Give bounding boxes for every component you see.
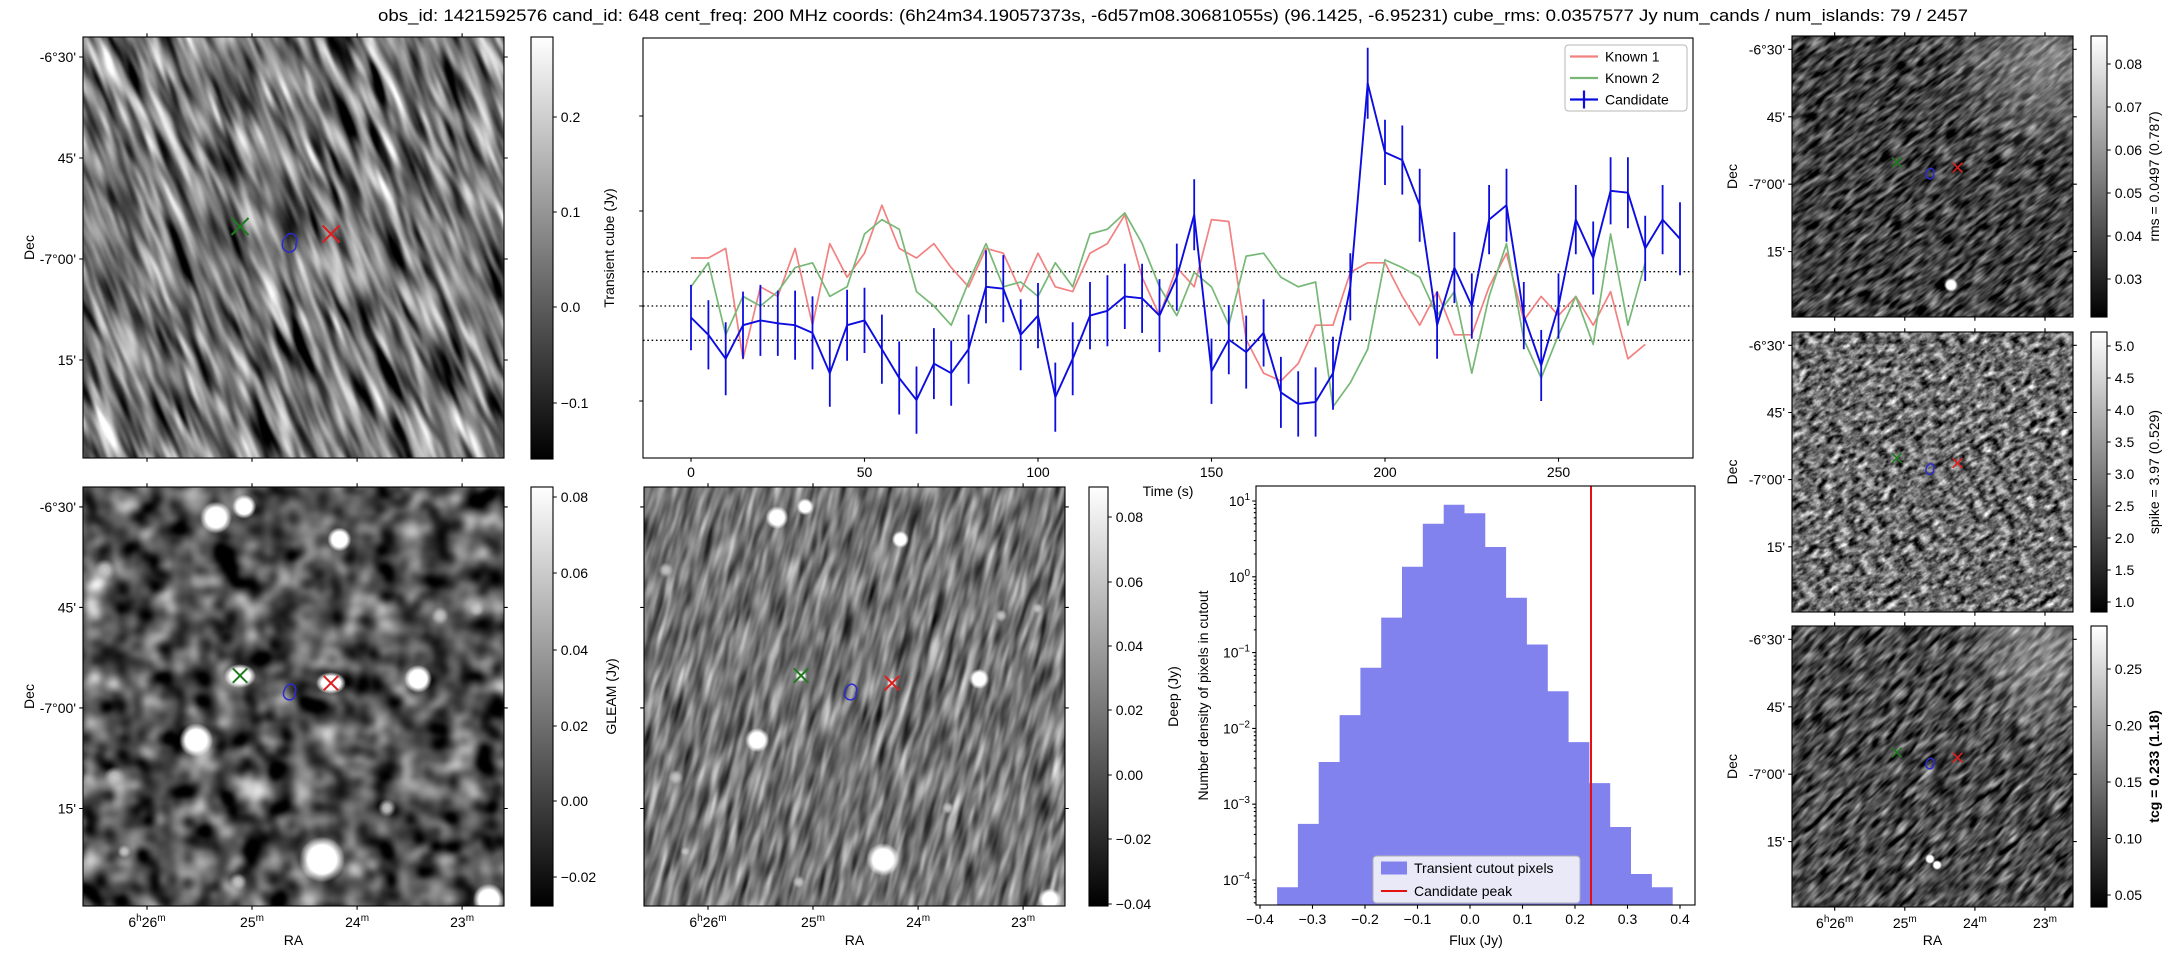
- svg-text:0.2: 0.2: [561, 109, 581, 125]
- svg-text:Candidate peak: Candidate peak: [1414, 883, 1513, 899]
- svg-text:tcg = 0.233 (1.18): tcg = 0.233 (1.18): [2146, 710, 2162, 822]
- svg-text:0.08: 0.08: [561, 489, 588, 505]
- svg-text:Dec: Dec: [21, 235, 37, 260]
- svg-text:1.0: 1.0: [2115, 594, 2135, 610]
- svg-text:RA: RA: [1923, 932, 1943, 948]
- svg-text:0.06: 0.06: [1116, 574, 1143, 590]
- svg-text:0.08: 0.08: [2115, 56, 2142, 72]
- svg-text:45': 45': [58, 150, 76, 166]
- svg-text:GLEAM (Jy): GLEAM (Jy): [603, 658, 619, 734]
- svg-text:0.15: 0.15: [2115, 774, 2142, 790]
- svg-text:4.5: 4.5: [2115, 370, 2135, 386]
- svg-text:0.05: 0.05: [2115, 185, 2142, 201]
- svg-text:0.25: 0.25: [2115, 661, 2142, 677]
- svg-text:Deep (Jy): Deep (Jy): [1165, 666, 1181, 727]
- svg-text:−0.02: −0.02: [561, 869, 597, 885]
- svg-text:0.06: 0.06: [2115, 142, 2142, 158]
- svg-text:0.04: 0.04: [561, 642, 588, 658]
- svg-text:4.0: 4.0: [2115, 402, 2135, 418]
- svg-text:0.4: 0.4: [1670, 911, 1690, 927]
- svg-text:Number density of pixels in cu: Number density of pixels in cutout: [1195, 590, 1211, 800]
- svg-text:-6°30': -6°30': [1749, 337, 1785, 353]
- svg-text:0.1: 0.1: [1513, 911, 1533, 927]
- svg-text:0.0: 0.0: [561, 299, 581, 315]
- svg-text:RA: RA: [845, 932, 865, 948]
- svg-text:Known 1: Known 1: [1605, 49, 1660, 65]
- svg-text:rms = 0.0497 (0.787): rms = 0.0497 (0.787): [2146, 111, 2162, 241]
- svg-text:0.2: 0.2: [1565, 911, 1585, 927]
- svg-text:Dec: Dec: [1724, 164, 1740, 189]
- svg-text:0.3: 0.3: [1618, 911, 1638, 927]
- svg-text:200: 200: [1373, 464, 1397, 480]
- svg-text:-7°00': -7°00': [1749, 766, 1785, 782]
- svg-text:5.0: 5.0: [2115, 338, 2135, 354]
- svg-text:3.5: 3.5: [2115, 434, 2135, 450]
- svg-text:-7°00': -7°00': [40, 700, 76, 716]
- svg-text:-7°00': -7°00': [40, 251, 76, 267]
- svg-text:−0.4: −0.4: [1246, 911, 1274, 927]
- svg-text:15': 15': [58, 352, 76, 368]
- svg-text:0.10: 0.10: [2115, 831, 2142, 847]
- svg-text:spike = 3.97 (0.529): spike = 3.97 (0.529): [2146, 410, 2162, 534]
- svg-text:−0.04: −0.04: [1116, 896, 1152, 912]
- svg-text:0: 0: [687, 464, 695, 480]
- svg-text:50: 50: [857, 464, 873, 480]
- svg-text:45': 45': [1767, 109, 1785, 125]
- svg-text:0.00: 0.00: [561, 793, 588, 809]
- svg-text:150: 150: [1200, 464, 1224, 480]
- svg-text:15': 15': [1767, 244, 1785, 260]
- svg-text:−0.1: −0.1: [561, 395, 589, 411]
- svg-text:Dec: Dec: [1724, 754, 1740, 779]
- svg-text:Dec: Dec: [21, 684, 37, 709]
- svg-text:0.1: 0.1: [561, 204, 581, 220]
- svg-text:15': 15': [1767, 539, 1785, 555]
- svg-text:250: 250: [1547, 464, 1571, 480]
- svg-text:0.08: 0.08: [1116, 509, 1143, 525]
- svg-text:Candidate: Candidate: [1605, 92, 1669, 108]
- svg-text:15': 15': [58, 801, 76, 817]
- svg-text:Transient cube (Jy): Transient cube (Jy): [601, 188, 617, 307]
- svg-text:-6°30': -6°30': [1749, 631, 1785, 647]
- svg-text:2.5: 2.5: [2115, 498, 2135, 514]
- svg-text:-6°30': -6°30': [40, 49, 76, 65]
- svg-text:0.02: 0.02: [561, 718, 588, 734]
- svg-text:0.04: 0.04: [1116, 638, 1143, 654]
- svg-text:Flux (Jy): Flux (Jy): [1449, 932, 1503, 948]
- svg-text:−0.3: −0.3: [1299, 911, 1327, 927]
- svg-text:15': 15': [1767, 834, 1785, 850]
- svg-text:0.04: 0.04: [2115, 228, 2142, 244]
- svg-text:3.0: 3.0: [2115, 466, 2135, 482]
- svg-text:−0.1: −0.1: [1404, 911, 1432, 927]
- svg-text:Known 2: Known 2: [1605, 70, 1660, 86]
- svg-text:−0.02: −0.02: [1116, 831, 1152, 847]
- svg-text:-7°00': -7°00': [1749, 176, 1785, 192]
- svg-text:100: 100: [1026, 464, 1050, 480]
- svg-text:0.05: 0.05: [2115, 887, 2142, 903]
- svg-text:Time (s): Time (s): [1143, 483, 1194, 499]
- svg-text:Transient cutout pixels: Transient cutout pixels: [1414, 860, 1554, 876]
- svg-text:2.0: 2.0: [2115, 530, 2135, 546]
- svg-text:−0.2: −0.2: [1351, 911, 1379, 927]
- svg-text:1.5: 1.5: [2115, 562, 2135, 578]
- svg-text:-6°30': -6°30': [40, 499, 76, 515]
- svg-text:0.20: 0.20: [2115, 718, 2142, 734]
- svg-text:45': 45': [1767, 405, 1785, 421]
- svg-text:6h26m: 6h26m: [128, 913, 165, 930]
- svg-text:0.00: 0.00: [1116, 767, 1143, 783]
- svg-text:RA: RA: [284, 932, 304, 948]
- svg-text:-6°30': -6°30': [1749, 41, 1785, 57]
- svg-text:45': 45': [58, 599, 76, 615]
- svg-text:Dec: Dec: [1724, 460, 1740, 485]
- svg-text:0.02: 0.02: [1116, 702, 1143, 718]
- svg-text:0.07: 0.07: [2115, 99, 2142, 115]
- svg-text:obs_id: 1421592576 cand_id: 64: obs_id: 1421592576 cand_id: 648 cent_fre…: [378, 7, 1968, 25]
- svg-text:-7°00': -7°00': [1749, 472, 1785, 488]
- svg-text:45': 45': [1767, 699, 1785, 715]
- svg-text:0.03: 0.03: [2115, 271, 2142, 287]
- svg-text:0.0: 0.0: [1460, 911, 1480, 927]
- svg-text:0.06: 0.06: [561, 565, 588, 581]
